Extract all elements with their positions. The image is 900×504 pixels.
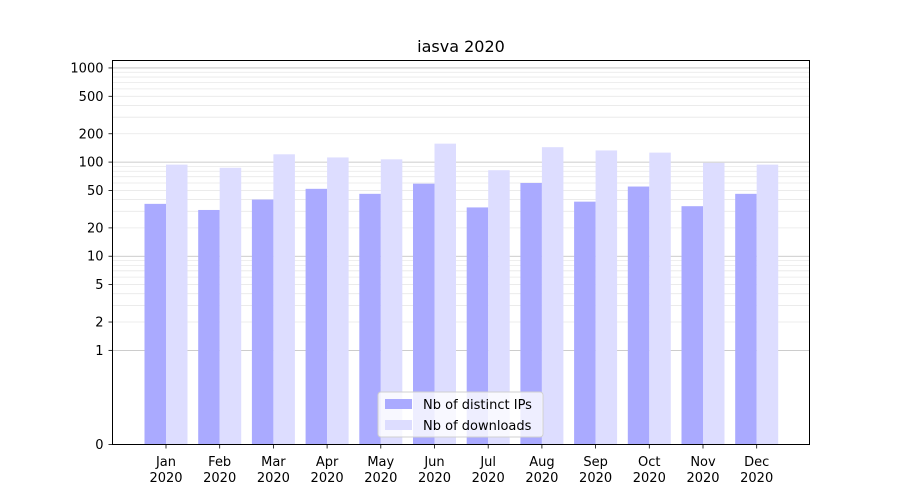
bar-downloads-aug xyxy=(541,147,564,445)
bar-distinct-ips-dec xyxy=(735,193,757,445)
bar-distinct-ips-aug xyxy=(520,182,542,445)
bar-distinct-ips-feb xyxy=(198,209,220,445)
y-tick-label: 50 xyxy=(87,184,104,199)
y-tick-label: 200 xyxy=(79,127,104,142)
x-tick-label-year: 2020 xyxy=(418,471,451,486)
x-tick-label-year: 2020 xyxy=(579,471,612,486)
y-tick-label: 10 xyxy=(87,250,104,265)
bar-downloads-mar xyxy=(273,154,295,445)
bar-distinct-ips-sep xyxy=(574,201,596,445)
y-tick-label: 1000 xyxy=(70,61,103,76)
x-tick-label-month: Sep xyxy=(583,455,608,470)
bar-distinct-ips-jan xyxy=(144,203,166,445)
x-tick-label-month: Oct xyxy=(638,455,660,470)
x-tick-label-month: Dec xyxy=(744,455,769,470)
bar-downloads-jan xyxy=(166,164,188,445)
y-tick-label: 0 xyxy=(95,438,103,453)
bar-distinct-ips-oct xyxy=(627,186,650,445)
x-tick-label-month: Jul xyxy=(479,455,496,470)
legend-box xyxy=(377,391,544,438)
x-tick-label-month: Mar xyxy=(261,455,286,470)
bar-downloads-jun xyxy=(434,143,456,445)
bar-downloads-apr xyxy=(327,157,349,445)
x-tick-label-year: 2020 xyxy=(525,471,558,486)
bar-downloads-oct xyxy=(649,152,671,445)
x-tick-label-year: 2020 xyxy=(472,471,505,486)
bar-distinct-ips-nov xyxy=(681,206,703,445)
x-tick-label-month: May xyxy=(367,455,394,470)
x-tick-label-year: 2020 xyxy=(740,471,773,486)
bar-downloads-nov xyxy=(703,162,725,445)
x-tick-label-year: 2020 xyxy=(686,471,719,486)
legend-swatch-downloads xyxy=(385,420,412,430)
x-tick-label-month: Feb xyxy=(208,455,231,470)
bar-distinct-ips-jun xyxy=(413,183,435,445)
bar-downloads-jul xyxy=(488,170,510,445)
bar-downloads-may xyxy=(380,159,403,445)
x-tick-label-year: 2020 xyxy=(364,471,397,486)
bar-downloads-sep xyxy=(595,150,618,445)
x-tick-label-year: 2020 xyxy=(257,471,290,486)
y-tick-label: 5 xyxy=(95,278,103,293)
x-tick-label-month: Jan xyxy=(155,455,176,470)
bar-downloads-dec xyxy=(756,164,779,445)
y-tick-label: 500 xyxy=(79,90,104,105)
y-tick-label: 1 xyxy=(95,344,103,359)
bars xyxy=(144,143,779,445)
x-tick-label-year: 2020 xyxy=(149,471,182,486)
y-tick-label: 2 xyxy=(95,316,103,331)
bar-distinct-ips-may xyxy=(359,193,381,445)
x-tick-label-year: 2020 xyxy=(311,471,344,486)
bar-distinct-ips-apr xyxy=(305,188,328,445)
x-tick-label-month: Jun xyxy=(423,455,444,470)
y-tick-label: 100 xyxy=(79,156,104,171)
x-tick-label-month: Nov xyxy=(690,455,716,470)
y-tick-label: 20 xyxy=(87,221,104,236)
plot-frame xyxy=(112,60,810,445)
x-tick-label-year: 2020 xyxy=(633,471,666,486)
legend: Nb of distinct IPs Nb of downloads xyxy=(377,391,544,438)
bar-downloads-feb xyxy=(219,167,242,445)
y-axis: 0 1 2 5 10 20 50 100 200 500 1000 xyxy=(70,61,113,453)
x-axis: Jan2020Feb2020Mar2020Apr2020May2020Jun20… xyxy=(149,444,773,486)
bar-distinct-ips-jul xyxy=(466,207,489,445)
legend-swatch-distinct-ips xyxy=(385,399,412,409)
bar-distinct-ips-mar xyxy=(251,199,274,445)
x-tick-label-year: 2020 xyxy=(203,471,236,486)
legend-label-downloads: Nb of downloads xyxy=(423,419,532,434)
x-tick-label-month: Aug xyxy=(529,455,554,470)
legend-label-distinct-ips: Nb of distinct IPs xyxy=(423,398,532,413)
x-tick-label-month: Apr xyxy=(316,455,339,470)
chart-title: iasva 2020 xyxy=(417,37,505,56)
